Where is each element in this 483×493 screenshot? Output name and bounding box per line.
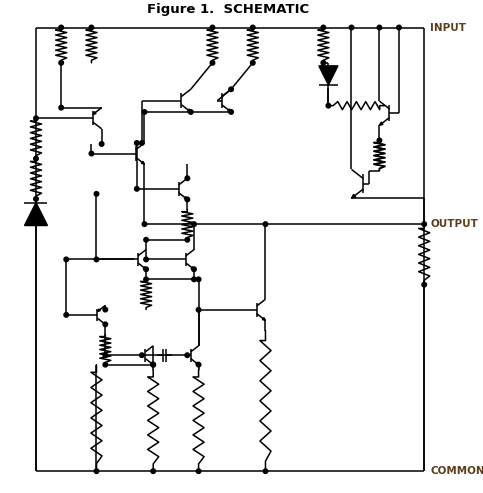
Circle shape [185,197,190,202]
Circle shape [142,222,147,226]
Polygon shape [25,203,47,225]
Polygon shape [184,197,187,200]
Circle shape [140,141,144,145]
Circle shape [422,282,426,287]
Circle shape [89,151,94,156]
Circle shape [140,353,144,357]
Circle shape [59,25,63,30]
Circle shape [321,25,326,30]
Circle shape [144,277,148,282]
Circle shape [326,104,331,108]
Polygon shape [319,66,338,85]
Polygon shape [187,109,191,112]
Circle shape [192,277,196,282]
Circle shape [263,469,268,473]
Circle shape [89,25,94,30]
Polygon shape [262,317,266,320]
Circle shape [34,156,38,161]
Circle shape [103,307,108,312]
Circle shape [144,238,148,242]
Circle shape [94,469,99,473]
Circle shape [349,25,354,30]
Polygon shape [380,122,383,125]
Circle shape [103,362,108,367]
Circle shape [59,106,63,110]
Polygon shape [196,362,199,365]
Circle shape [251,25,255,30]
Circle shape [321,61,326,65]
Circle shape [263,222,268,226]
Circle shape [64,257,69,262]
Circle shape [103,322,108,326]
Circle shape [151,362,156,367]
Circle shape [185,238,190,242]
Circle shape [59,61,63,65]
Circle shape [151,362,156,367]
Circle shape [34,116,38,120]
Text: OUTPUT: OUTPUT [430,219,478,229]
Circle shape [422,222,426,226]
Circle shape [135,186,139,191]
Circle shape [196,308,201,312]
Polygon shape [143,267,146,269]
Polygon shape [191,267,194,269]
Circle shape [196,277,201,282]
Circle shape [377,138,382,142]
Circle shape [196,362,201,367]
Circle shape [144,267,148,272]
Circle shape [144,257,148,262]
Circle shape [196,469,201,473]
Circle shape [192,222,196,226]
Circle shape [94,257,99,262]
Text: COMMON: COMMON [430,466,483,476]
Circle shape [188,109,193,114]
Circle shape [185,353,189,357]
Polygon shape [142,161,144,164]
Circle shape [210,25,215,30]
Polygon shape [228,109,231,112]
Text: INPUT: INPUT [430,23,466,33]
Circle shape [185,176,190,180]
Circle shape [34,197,38,201]
Circle shape [99,141,104,146]
Circle shape [135,141,139,145]
Polygon shape [352,194,355,198]
Circle shape [142,109,147,114]
Circle shape [397,25,401,30]
Circle shape [103,353,108,357]
Circle shape [94,192,99,196]
Polygon shape [150,362,153,365]
Circle shape [64,313,69,317]
Circle shape [377,25,382,30]
Text: Figure 1.  SCHEMATIC: Figure 1. SCHEMATIC [146,3,309,16]
Polygon shape [93,111,96,114]
Circle shape [210,61,215,65]
Circle shape [229,87,233,92]
Circle shape [192,267,196,272]
Polygon shape [98,309,100,312]
Circle shape [251,61,255,65]
Circle shape [229,109,233,114]
Circle shape [151,469,156,473]
